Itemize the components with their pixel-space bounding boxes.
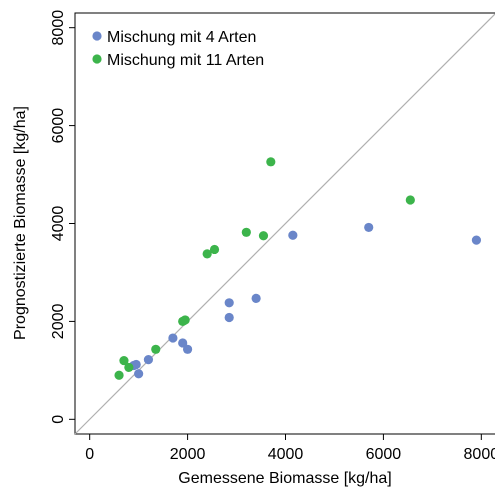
y-tick-label: 0 bbox=[50, 415, 67, 424]
point-11-species bbox=[405, 195, 415, 205]
point-4-species bbox=[224, 298, 234, 308]
point-11-species bbox=[124, 362, 134, 373]
point-4-species bbox=[182, 344, 193, 354]
point-11-species bbox=[114, 370, 124, 380]
x-axis-title: Gemessene Biomasse [kg/ha] bbox=[178, 470, 391, 487]
identity-line bbox=[74, 13, 495, 435]
point-4-species bbox=[224, 312, 234, 323]
point-4-species bbox=[168, 333, 178, 343]
y-tick-label: 4000 bbox=[50, 206, 67, 242]
legend-marker bbox=[92, 54, 102, 64]
point-11-species bbox=[151, 344, 161, 354]
x-tick-label: 8000 bbox=[464, 446, 495, 463]
point-4-species bbox=[178, 338, 188, 348]
y-tick-label: 8000 bbox=[50, 10, 67, 46]
point-4-species bbox=[288, 230, 298, 240]
legend-marker bbox=[92, 31, 102, 41]
x-tick-label: 0 bbox=[85, 446, 94, 463]
point-11-species bbox=[258, 231, 269, 241]
y-axis: 0 2000 4000 6000 8000 bbox=[50, 10, 75, 424]
y-tick-label: 2000 bbox=[50, 304, 67, 340]
data-points bbox=[114, 157, 482, 380]
legend-label: Mischung mit 11 Arten bbox=[107, 52, 264, 69]
x-tick-label: 6000 bbox=[366, 446, 402, 463]
point-4-species bbox=[364, 222, 374, 233]
point-4-species bbox=[131, 359, 141, 370]
x-tick-label: 4000 bbox=[268, 446, 304, 463]
point-4-species bbox=[143, 354, 154, 365]
point-11-species bbox=[202, 249, 212, 259]
legend: Mischung mit 4 Arten Mischung mit 11 Arte… bbox=[92, 29, 264, 69]
y-tick-label: 6000 bbox=[50, 108, 67, 144]
point-11-species bbox=[119, 355, 129, 366]
x-axis: 0 2000 4000 6000 8000 bbox=[85, 434, 495, 463]
point-11-species bbox=[209, 244, 220, 255]
legend-label: Mischung mit 4 Arten bbox=[107, 29, 256, 46]
point-4-species bbox=[471, 235, 482, 245]
point-11-species bbox=[266, 157, 276, 167]
point-11-species bbox=[241, 227, 251, 237]
point-11-species bbox=[180, 315, 190, 325]
x-tick-label: 2000 bbox=[170, 446, 206, 463]
y-axis-title: Prognostizierte Biomasse [kg/ha] bbox=[12, 106, 29, 340]
point-4-species bbox=[251, 293, 261, 303]
point-4-species bbox=[134, 369, 144, 379]
